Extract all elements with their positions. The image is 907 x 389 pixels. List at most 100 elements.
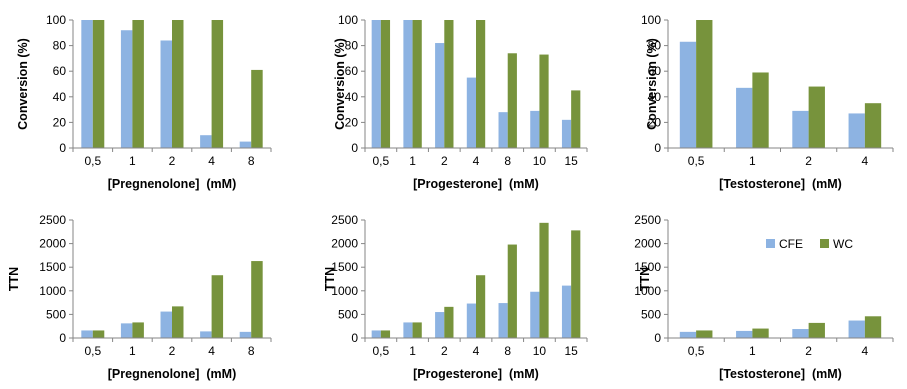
- bar-wc: [251, 69, 263, 148]
- bar-cfe: [561, 119, 572, 148]
- x-tick-label: 8: [248, 344, 255, 358]
- y-tick-label: 80: [648, 39, 662, 53]
- bar-cfe: [498, 112, 508, 148]
- x-tick-label: 0,5: [84, 154, 101, 168]
- y-tick-label: 500: [46, 307, 66, 321]
- bar-wc: [539, 222, 549, 338]
- bar-wc: [444, 20, 454, 148]
- chart-panel-3: 0 20 40 60 80 100 0,5 1 2 4 [Testosterone] (mM) Con…: [641, 13, 894, 191]
- bar-wc: [507, 244, 517, 338]
- y-tick-label: 0: [351, 331, 358, 345]
- x-tick-label: 10: [533, 344, 547, 358]
- bar-cfe: [200, 331, 212, 338]
- bar-wc: [380, 20, 391, 148]
- x-tick-label: 2: [805, 344, 812, 358]
- x-tick-label: 8: [248, 154, 255, 168]
- x-tick-label: 15: [564, 154, 578, 168]
- legend-swatch-cfe: [766, 239, 775, 248]
- x-axis-title: [Progesterone] (mM): [413, 177, 539, 191]
- bar-wc: [696, 330, 713, 338]
- y-tick-label: 60: [648, 64, 662, 78]
- y-tick-label: 20: [648, 115, 662, 129]
- bar-cfe: [530, 291, 540, 338]
- bar-cfe: [466, 303, 476, 338]
- y-tick-label: 0: [59, 331, 66, 345]
- x-axis-title: [Pregnenolone] (mM): [108, 177, 236, 191]
- y-tick-label: 60: [345, 64, 359, 78]
- bar-cfe: [561, 285, 572, 338]
- x-tick-label: 1: [749, 344, 756, 358]
- bar-cfe: [371, 20, 381, 148]
- x-tick-label: 1: [129, 344, 136, 358]
- x-tick-label: 0,5: [84, 344, 101, 358]
- bar-wc: [412, 322, 422, 338]
- bar-cfe: [403, 322, 413, 338]
- x-tick-label: 4: [208, 344, 215, 358]
- bar-cfe: [792, 110, 809, 148]
- y-tick-label: 2500: [39, 213, 66, 227]
- bar-wc: [380, 330, 391, 338]
- legend: CFE WC: [766, 237, 853, 251]
- bar-wc: [211, 275, 224, 338]
- x-tick-label: 0,5: [373, 154, 390, 168]
- x-tick-label: 2: [169, 154, 176, 168]
- y-tick-label: 40: [345, 90, 359, 104]
- bar-cfe: [679, 331, 697, 338]
- y-tick-label: 2500: [331, 213, 358, 227]
- bar-cfe: [120, 30, 133, 149]
- bar-cfe: [466, 77, 476, 148]
- bar-cfe: [239, 331, 252, 338]
- y-tick-label: 1500: [634, 260, 661, 274]
- x-tick-label: 15: [564, 344, 578, 358]
- y-tick-label: 100: [46, 13, 66, 27]
- bar-cfe: [160, 40, 172, 149]
- x-tick-label: 4: [473, 344, 480, 358]
- bar-wc: [132, 20, 144, 148]
- x-tick-label: 4: [862, 154, 869, 168]
- y-tick-label: 20: [53, 115, 67, 129]
- y-tick-label: 2000: [39, 237, 66, 251]
- bar-wc: [752, 328, 769, 338]
- y-tick-label: 0: [59, 141, 66, 155]
- x-axis-title: [Testosterone] (mM): [719, 367, 842, 381]
- chart-panel-2: 0 20 40 60 80 100 0,5 1 2 4 8 10 15 [Progesterone] (m…: [333, 13, 588, 191]
- x-tick-label: 2: [441, 344, 448, 358]
- bar-cfe: [736, 330, 753, 338]
- x-tick-label: 4: [862, 344, 869, 358]
- bar-wc: [752, 72, 769, 148]
- bar-wc: [412, 20, 422, 148]
- legend-label-cfe: CFE: [779, 237, 803, 251]
- x-tick-label: 0,5: [688, 154, 705, 168]
- y-axis-title: Conversion (%): [333, 38, 347, 130]
- bar-wc: [808, 86, 825, 148]
- bar-wc: [864, 103, 882, 148]
- bar-cfe: [120, 323, 133, 338]
- x-tick-label: 2: [805, 154, 812, 168]
- x-axis-title: [Testosterone] (mM): [719, 177, 842, 191]
- x-tick-label: 1: [409, 344, 416, 358]
- bar-cfe: [792, 329, 809, 338]
- x-tick-label: 8: [504, 154, 511, 168]
- bar-wc: [132, 322, 144, 338]
- y-tick-label: 2500: [634, 213, 661, 227]
- bar-cfe: [679, 41, 697, 149]
- bar-wc: [251, 261, 263, 338]
- x-tick-label: 1: [129, 154, 136, 168]
- y-tick-label: 500: [338, 307, 358, 321]
- bar-wc: [696, 20, 713, 148]
- bar-wc: [507, 53, 517, 148]
- y-tick-label: 0: [351, 141, 358, 155]
- chart-panel-4: 0 500 1000 1500 2000 2500 0,5 1 2 4 8 [Pregnenolone…: [7, 213, 272, 381]
- chart-panel-1: 0 20 40 60 80 100 0,5 1 2 4 8 [Pregnenolone] (mM) Co…: [16, 13, 272, 191]
- y-axis-title: TTN: [7, 267, 21, 291]
- y-tick-label: 1000: [331, 284, 358, 298]
- bar-cfe: [200, 135, 212, 148]
- x-axis-title: [Progesterone] (mM): [413, 367, 539, 381]
- bar-wc: [476, 275, 486, 338]
- bar-cfe: [435, 312, 445, 338]
- x-axis-title: [Pregnenolone] (mM): [108, 367, 236, 381]
- y-tick-label: 1000: [634, 284, 661, 298]
- y-tick-label: 2000: [331, 237, 358, 251]
- x-tick-label: 0,5: [688, 344, 705, 358]
- x-tick-label: 2: [169, 344, 176, 358]
